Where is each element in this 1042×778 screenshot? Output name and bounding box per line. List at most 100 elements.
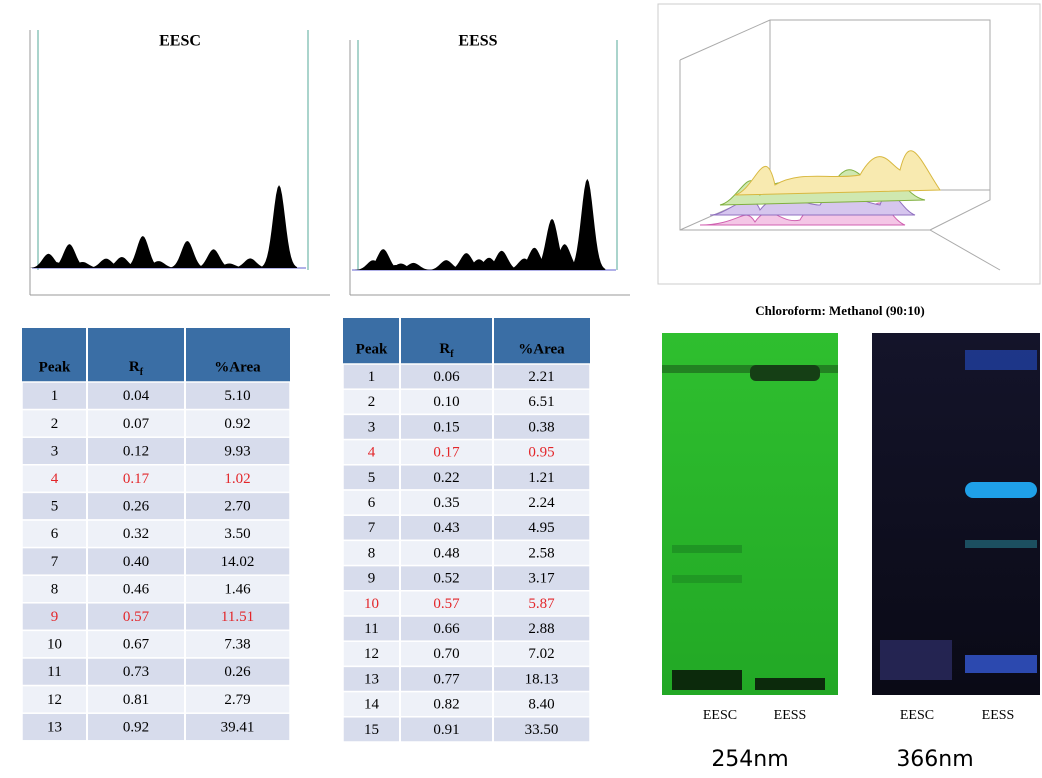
table-cell: 12	[364, 646, 379, 662]
table-cell: 0.26	[123, 499, 150, 515]
table-cell: 10	[364, 596, 379, 612]
peak	[169, 241, 205, 268]
table-cell: 18.13	[525, 671, 559, 687]
tlc-plate-254	[662, 333, 838, 695]
table-cell: 13	[364, 671, 379, 687]
table-cell: 7.38	[224, 637, 250, 653]
table-cell: 2	[368, 394, 376, 410]
table-cell: 0.92	[123, 719, 149, 735]
table-cell: 10	[47, 637, 62, 653]
peak	[569, 179, 605, 270]
lane-label: EESS	[982, 708, 1015, 723]
table-cell: 0.43	[433, 520, 459, 536]
table-cell: 0.66	[433, 621, 460, 637]
table-cell: 11.51	[221, 609, 254, 625]
table-cell: 1	[51, 388, 59, 404]
table-cell: 0.92	[224, 416, 250, 432]
table-cell: 0.40	[123, 554, 149, 570]
table-cell: 0.77	[433, 671, 460, 687]
table-cell: 0.35	[433, 495, 459, 511]
table-cell: 0.46	[123, 581, 150, 597]
table-cell: 14.02	[221, 554, 255, 570]
table-cell: 0.22	[433, 470, 459, 486]
table-cell: 0.70	[433, 646, 459, 662]
table-cell: 4	[368, 445, 376, 461]
table-cell: 0.26	[224, 664, 251, 680]
table-cell: 3.50	[224, 526, 250, 542]
table-cell: 5	[368, 470, 376, 486]
table-cell: 2.21	[528, 369, 554, 385]
table-cell: 0.12	[123, 443, 149, 459]
table-cell: 7	[368, 520, 376, 536]
table-cell: 0.57	[123, 609, 150, 625]
table-cell: 33.50	[525, 722, 559, 738]
table-cell: 6	[51, 526, 59, 542]
table-cell: 0.17	[433, 445, 460, 461]
table-cell: 8.40	[528, 697, 554, 713]
header-cell: %Area	[214, 359, 261, 375]
table-cell: 8	[368, 545, 376, 561]
chromatogram-title: EESC	[159, 33, 201, 50]
table-cell: 6	[368, 495, 376, 511]
table-cell: 2.24	[528, 495, 555, 511]
table-cell: 1.46	[224, 581, 251, 597]
table-cell: 2.58	[528, 545, 554, 561]
table-cell: 14	[364, 697, 380, 713]
table-cell: 1.21	[528, 470, 554, 486]
table-cell: 0.95	[528, 445, 554, 461]
wavelength-label: 254nm	[711, 747, 788, 772]
table-cell: 2	[51, 416, 59, 432]
table-cell: 4	[51, 471, 59, 487]
table-cell: 6.51	[528, 394, 554, 410]
table-cell: 0.48	[433, 545, 459, 561]
lane-label: EESS	[774, 708, 807, 723]
table-cell: 0.73	[123, 664, 149, 680]
table-cell: 0.17	[123, 471, 150, 487]
table-cell: 0.91	[433, 722, 459, 738]
table-cell: 3	[368, 419, 376, 435]
lane-label: EESC	[900, 708, 934, 723]
table-cell: 9	[51, 609, 59, 625]
wavelength-label: 366nm	[896, 747, 973, 772]
table-cell: 11	[364, 621, 378, 637]
table-cell: 0.07	[123, 416, 150, 432]
table-cell: 0.10	[433, 394, 459, 410]
table-cell: 3.17	[528, 571, 555, 587]
table-cell: 5.87	[528, 596, 555, 612]
table-cell: 1.02	[224, 471, 250, 487]
table-cell: 2.70	[224, 499, 250, 515]
table-cell: 12	[47, 692, 62, 708]
lane-label: EESC	[703, 708, 737, 723]
table-cell: 0.06	[433, 369, 460, 385]
header-cell: R	[129, 359, 140, 375]
chromatogram-frame	[30, 30, 630, 295]
figure: EESC EESS Chloroform: Methanol (90:10) E…	[0, 0, 1042, 773]
header-cell: Peak	[39, 359, 71, 375]
header-cell: R	[439, 341, 450, 357]
table-cell: 39.41	[221, 719, 255, 735]
table-cell: 5.10	[224, 388, 250, 404]
table-cell: 0.32	[123, 526, 149, 542]
header-cell: %Area	[518, 341, 565, 357]
chromatogram-title: EESS	[458, 33, 497, 50]
table-cell: 0.81	[123, 692, 149, 708]
table-cell: 0.82	[433, 697, 459, 713]
3d-plot	[658, 4, 1040, 284]
table-cell: 13	[47, 719, 62, 735]
table-cell: 4.95	[528, 520, 554, 536]
table-cell: 0.04	[123, 388, 150, 404]
table-cell: 0.15	[433, 419, 459, 435]
table-cell: 1	[368, 369, 376, 385]
table-cell: 2.88	[528, 621, 554, 637]
table-cell: 15	[364, 722, 379, 738]
table-cell: 7	[51, 554, 59, 570]
tlc-title: Chloroform: Methanol (90:10)	[755, 303, 924, 318]
table-cell: 0.52	[433, 571, 459, 587]
table-cell: 5	[51, 499, 59, 515]
tlc-plate-366	[872, 333, 1040, 695]
table-cell: 2.79	[224, 692, 250, 708]
table-cell: 7.02	[528, 646, 554, 662]
header-cell: Peak	[356, 341, 388, 357]
table-cell: 8	[51, 581, 59, 597]
table-cell: 9	[368, 571, 376, 587]
